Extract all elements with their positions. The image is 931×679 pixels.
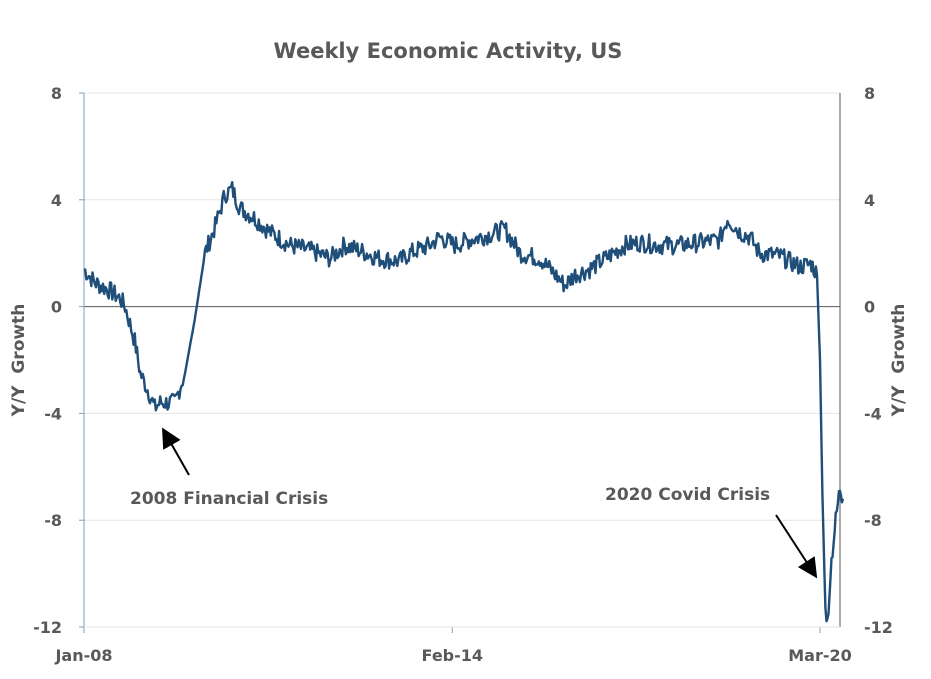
x-tick-label: Mar-20: [788, 646, 852, 665]
y-tick-label-right: 8: [864, 84, 875, 103]
y-tick-label-right: 4: [864, 191, 875, 210]
y-tick-label-left: 8: [51, 84, 62, 103]
annotation-arrow-2008: [162, 427, 190, 476]
chart-title: Weekly Economic Activity, US: [274, 39, 623, 63]
y-tick-label-right: -12: [864, 618, 893, 637]
y-tick-label-left: -12: [33, 618, 62, 637]
series-line: [83, 181, 845, 623]
y-tick-label-right: -4: [864, 404, 882, 423]
x-tick-label: Feb-14: [422, 646, 484, 665]
y-tick-label-left: -8: [44, 511, 62, 530]
y-tick-label-left: -4: [44, 404, 62, 423]
gridlines: [79, 92, 840, 628]
y-tick-label-left: 0: [51, 298, 62, 317]
y-axis-label-left: Y/Y Growth: [9, 304, 29, 418]
y-tick-label-right: 0: [864, 298, 875, 317]
annotation-2008-financial-crisis: 2008 Financial Crisis: [130, 489, 328, 509]
y-tick-label-left: 4: [51, 191, 62, 210]
y-tick-label-right: -8: [864, 511, 882, 530]
x-tick-label: Jan-08: [54, 646, 112, 665]
annotation-arrow-2020: [775, 514, 818, 579]
y-axis-label-right: Y/Y Growth: [889, 304, 909, 418]
annotation-2020-covid-crisis: 2020 Covid Crisis: [605, 485, 770, 505]
